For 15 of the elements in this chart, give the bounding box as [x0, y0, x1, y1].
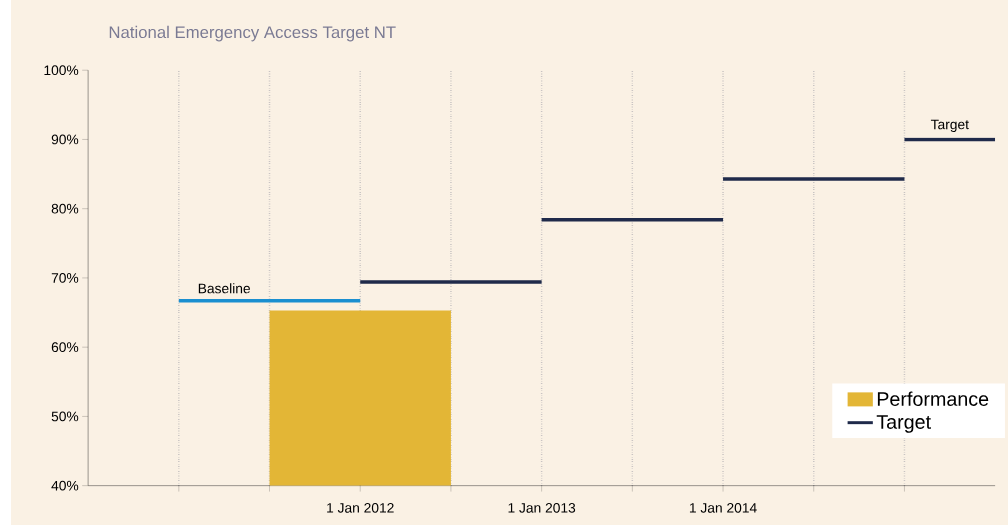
- chart-title: National Emergency Access Target NT: [109, 25, 396, 42]
- y-tick-label: 40%: [51, 480, 79, 491]
- y-tick-label: 70%: [51, 272, 79, 283]
- annotation: Baseline: [198, 283, 251, 294]
- y-tick-label: 100%: [44, 65, 79, 75]
- y-tick-label: 60%: [51, 342, 79, 352]
- x-tick-label: 1 Jan 2014: [689, 502, 757, 513]
- y-tick-label: 90%: [51, 134, 79, 145]
- y-tick-label: 50%: [51, 411, 79, 422]
- x-tick-label: 1 Jan 2013: [508, 502, 576, 513]
- y-tick-label: 80%: [51, 203, 79, 214]
- x-tick-label: 1 Jan 2012: [327, 502, 394, 513]
- legend-label: Target: [876, 415, 931, 433]
- annotation: Target: [930, 119, 969, 132]
- legend-label: Performance: [877, 391, 989, 406]
